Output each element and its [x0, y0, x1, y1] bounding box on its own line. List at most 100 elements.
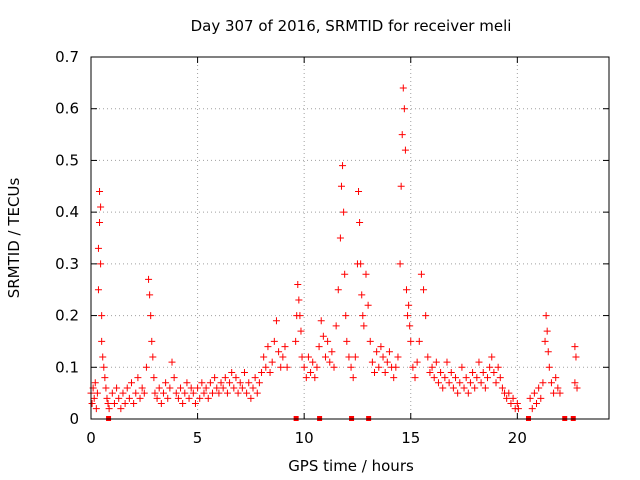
data-point	[96, 187, 104, 195]
data-point	[128, 379, 136, 387]
y-tick-label: 0.1	[55, 358, 79, 376]
data-point	[177, 384, 185, 392]
data-point	[398, 131, 406, 139]
data-point	[277, 363, 285, 371]
data-point	[202, 384, 210, 392]
data-point	[151, 389, 159, 397]
data-point	[317, 317, 325, 325]
data-point	[138, 384, 146, 392]
data-point	[249, 384, 257, 392]
data-point	[481, 384, 489, 392]
data-point	[328, 348, 336, 356]
data-point	[479, 368, 487, 376]
data-point	[473, 374, 481, 382]
x-tick-label: 0	[86, 429, 96, 447]
data-point	[397, 182, 405, 190]
data-point	[93, 389, 101, 397]
data-point	[409, 363, 417, 371]
data-point	[155, 384, 163, 392]
data-point	[108, 389, 116, 397]
data-point	[304, 353, 312, 361]
data-point	[475, 358, 483, 366]
data-point	[98, 312, 106, 320]
data-point	[452, 374, 460, 382]
data-point	[490, 368, 498, 376]
data-point	[315, 343, 323, 351]
data-point	[554, 384, 562, 392]
data-point	[550, 389, 558, 397]
data-point	[260, 353, 268, 361]
data-point	[105, 405, 113, 413]
data-point	[209, 389, 217, 397]
data-point	[181, 389, 189, 397]
data-point	[526, 394, 534, 402]
data-point	[217, 379, 225, 387]
data-point	[236, 379, 244, 387]
data-point	[445, 379, 453, 387]
data-point	[471, 384, 479, 392]
data-point	[422, 312, 430, 320]
data-point	[396, 260, 404, 268]
data-point	[449, 384, 457, 392]
data-point	[98, 337, 106, 345]
data-point	[543, 327, 551, 335]
data-point	[145, 275, 153, 283]
data-point	[100, 363, 108, 371]
data-point	[349, 374, 357, 382]
data-point	[258, 368, 266, 376]
data-point	[157, 399, 165, 407]
data-point	[283, 363, 291, 371]
data-point	[309, 358, 317, 366]
data-point	[221, 374, 229, 382]
data-point	[375, 363, 383, 371]
data-point	[121, 399, 129, 407]
y-tick-label: 0.7	[55, 48, 79, 66]
data-point	[102, 384, 110, 392]
data-point	[437, 368, 445, 376]
data-point	[211, 374, 219, 382]
data-point	[460, 384, 468, 392]
data-point	[407, 337, 415, 345]
data-point	[153, 394, 161, 402]
data-point	[503, 394, 511, 402]
data-point	[439, 384, 447, 392]
data-point	[247, 394, 255, 402]
data-point	[355, 187, 363, 195]
data-point	[117, 405, 125, 413]
data-point	[198, 379, 206, 387]
data-point	[385, 348, 393, 356]
data-point	[377, 343, 385, 351]
data-point	[115, 394, 123, 402]
data-point	[488, 353, 496, 361]
data-point	[483, 374, 491, 382]
data-point	[149, 353, 157, 361]
data-point	[340, 208, 348, 216]
data-point	[545, 363, 553, 371]
data-point	[496, 374, 504, 382]
data-point	[132, 389, 140, 397]
data-point	[321, 353, 329, 361]
data-point	[243, 389, 251, 397]
data-point	[97, 203, 105, 211]
chart-title: Day 307 of 2016, SRMTID for receiver mel…	[191, 17, 512, 35]
y-tick-label: 0.5	[55, 151, 79, 169]
data-point	[196, 394, 204, 402]
data-point	[342, 312, 350, 320]
data-point	[162, 379, 170, 387]
x-tick-labels: 0 5 10 15 20	[86, 429, 527, 447]
data-point	[458, 363, 466, 371]
data-point	[319, 332, 327, 340]
y-tick-label: 0	[69, 410, 79, 428]
data-point	[279, 353, 287, 361]
data-point	[146, 291, 154, 299]
data-point	[371, 368, 379, 376]
data-point	[187, 384, 195, 392]
data-point	[454, 389, 462, 397]
data-point	[97, 260, 105, 268]
data-point	[142, 363, 150, 371]
data-point	[505, 389, 513, 397]
data-point	[300, 363, 308, 371]
data-point	[245, 379, 253, 387]
data-point	[441, 374, 449, 382]
